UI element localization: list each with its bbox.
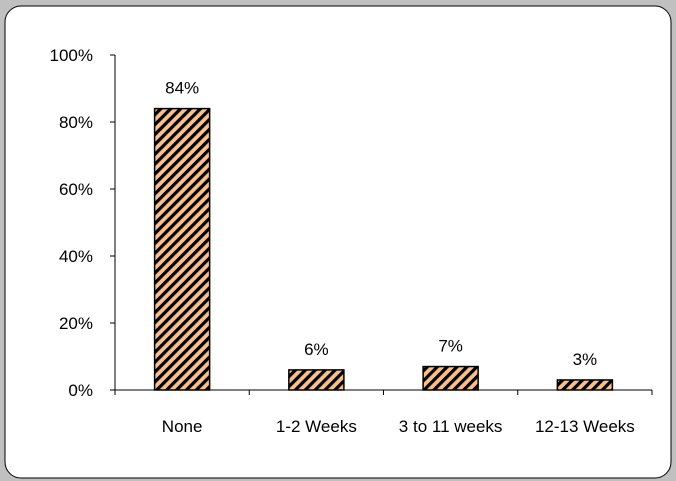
bar bbox=[153, 107, 211, 391]
bar bbox=[288, 369, 345, 391]
y-tick-label: 0% bbox=[68, 381, 93, 400]
bars bbox=[153, 107, 614, 391]
x-tick-label: 3 to 11 weeks bbox=[399, 417, 503, 436]
x-tick-label: None bbox=[162, 417, 203, 436]
bar bbox=[422, 365, 479, 391]
x-tick-label: 1-2 Weeks bbox=[276, 417, 357, 436]
y-tick-label: 80% bbox=[59, 113, 93, 132]
data-label: 84% bbox=[165, 79, 199, 98]
data-label: 3% bbox=[573, 350, 598, 369]
y-tick-label: 20% bbox=[59, 314, 93, 333]
bar bbox=[556, 379, 614, 391]
data-label: 7% bbox=[438, 337, 463, 356]
chart-area bbox=[4, 5, 672, 479]
data-label: 6% bbox=[304, 340, 329, 359]
labels: 0% 20% 40% 60% 80% 100% 84% None 6% 1-2 Weeks 7% 3 … bbox=[50, 46, 635, 436]
y-tick-label: 60% bbox=[59, 180, 93, 199]
x-tick-label: 12-13 Weeks bbox=[535, 417, 635, 436]
y-tick-label: 40% bbox=[59, 247, 93, 266]
y-tick-label: 100% bbox=[50, 46, 93, 65]
